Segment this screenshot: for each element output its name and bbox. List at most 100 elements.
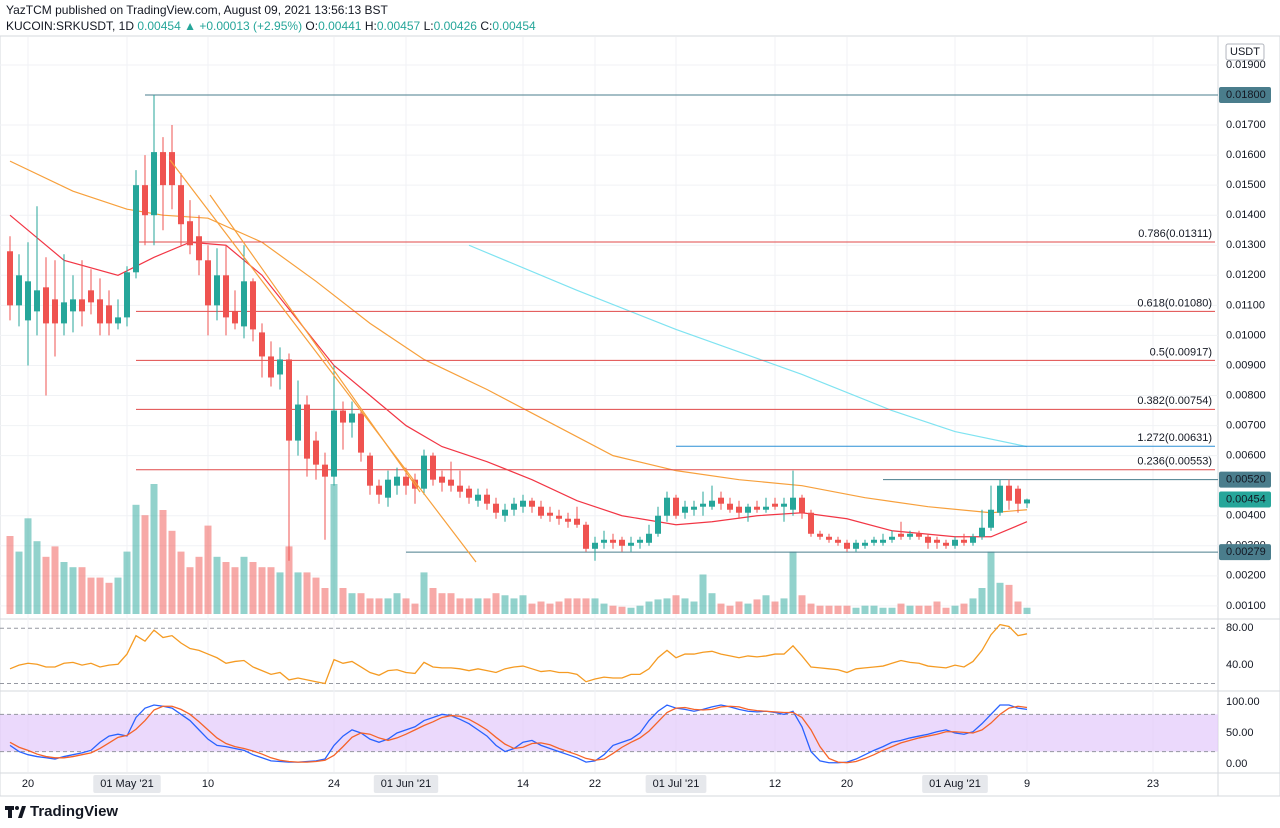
candle-body (817, 533, 823, 537)
y-tick-label: 0.00200 (1226, 570, 1266, 582)
candle-body (277, 359, 283, 375)
x-tick-label: 12 (769, 778, 781, 790)
candle-body (538, 506, 544, 516)
volume-bar (60, 562, 68, 614)
volume-bar (510, 598, 518, 614)
candle-body (331, 410, 337, 477)
candle-body (457, 485, 463, 492)
candle-body (205, 260, 211, 306)
candle-body (88, 290, 94, 303)
candle-body (43, 287, 49, 324)
volume-bar (555, 601, 563, 614)
candle-body (241, 281, 247, 327)
volume-bar (294, 572, 302, 614)
candle-body (430, 455, 436, 480)
candle-body (682, 506, 688, 513)
volume-bar (564, 598, 572, 614)
volume-bar (546, 603, 554, 614)
candle-body (448, 479, 454, 486)
volume-bar (465, 598, 473, 614)
candle-body (52, 299, 58, 324)
volume-bar (114, 577, 122, 614)
ohlc-value: 0.00457 (377, 19, 421, 33)
volume-bar (24, 518, 32, 614)
volume-bar (870, 605, 878, 614)
volume-bar (33, 541, 41, 614)
volume-bar (735, 601, 743, 614)
candle-body (394, 476, 400, 486)
candle-body (502, 509, 508, 516)
candle-body (907, 533, 913, 537)
volume-bar (942, 607, 950, 614)
x-tick-label: 24 (328, 778, 340, 790)
brand: TradingView (30, 803, 118, 820)
volume-bar (1023, 607, 1031, 614)
trend-line (209, 194, 421, 493)
price-line-box (1219, 544, 1271, 561)
volume-bar (186, 567, 194, 614)
volume-bar (312, 577, 320, 614)
volume-bar (303, 572, 311, 614)
indicator-line (9, 704, 1028, 764)
x-tick-label: 01 May '21 (100, 778, 153, 790)
volume-bar (195, 556, 203, 614)
candle-body (700, 503, 706, 507)
band-fill (0, 714, 1218, 752)
candle-body (70, 299, 76, 312)
x-tick-box (922, 775, 988, 793)
y-tick-label: 0.01300 (1226, 239, 1266, 251)
ohlc-value: 0.00441 (318, 19, 362, 33)
candle-body (484, 494, 490, 504)
y-tick-label: 0.00 (1226, 758, 1247, 770)
candle-body (655, 515, 661, 534)
x-tick-label: 01 Jun '21 (381, 778, 431, 790)
candle-body (772, 503, 778, 507)
volume-bar (483, 598, 491, 614)
y-tick-label: 100.00 (1226, 696, 1260, 708)
candle-body (124, 272, 130, 318)
indicator-line (9, 705, 1028, 764)
y-tick-label: 0.01000 (1226, 329, 1266, 341)
volume-bar (321, 588, 329, 614)
volume-bar (411, 603, 419, 614)
candle-body (745, 506, 751, 513)
ohlc-key: O: (305, 19, 318, 33)
candle-body (439, 476, 445, 483)
price-line-label: 0.00279 (1226, 546, 1266, 558)
volume-bar (159, 510, 167, 614)
volume-bar (456, 598, 464, 614)
candle-body (151, 152, 157, 216)
volume-bar (78, 567, 86, 614)
y-tick-label: 0.01100 (1226, 299, 1265, 311)
candle-body (628, 542, 634, 546)
volume-bar (582, 598, 590, 614)
price-line-box (1219, 471, 1271, 488)
volume-bar (141, 515, 149, 614)
candle-body (97, 299, 103, 324)
candle-body (169, 152, 175, 186)
candle-body (142, 185, 148, 216)
volume-bar (726, 605, 734, 614)
x-tick-box (373, 775, 439, 793)
volume-bar (834, 605, 842, 614)
volume-bar (42, 556, 50, 614)
volume-bar (699, 574, 707, 614)
candle-body (160, 152, 166, 186)
volume-bar (402, 598, 410, 614)
symbol: KUCOIN:SRKUSDT, 1D (6, 19, 134, 33)
y-tick-label: 40.00 (1226, 659, 1254, 671)
volume-bar (339, 588, 347, 614)
trend-line (169, 159, 477, 563)
candle-body (565, 518, 571, 522)
volume-bar (915, 605, 923, 614)
volume-bar (96, 577, 104, 614)
volume-bar (969, 598, 977, 614)
layers: 20 01 May '21 10 24 01 Jun '21 14 22 01 Jul '21… (0, 37, 1271, 793)
candle-body (583, 524, 589, 549)
y-tick-label: 0.01900 (1226, 59, 1266, 71)
x-tick-label: 10 (202, 778, 214, 790)
volume-bar (753, 599, 761, 614)
candle-body (16, 275, 22, 306)
